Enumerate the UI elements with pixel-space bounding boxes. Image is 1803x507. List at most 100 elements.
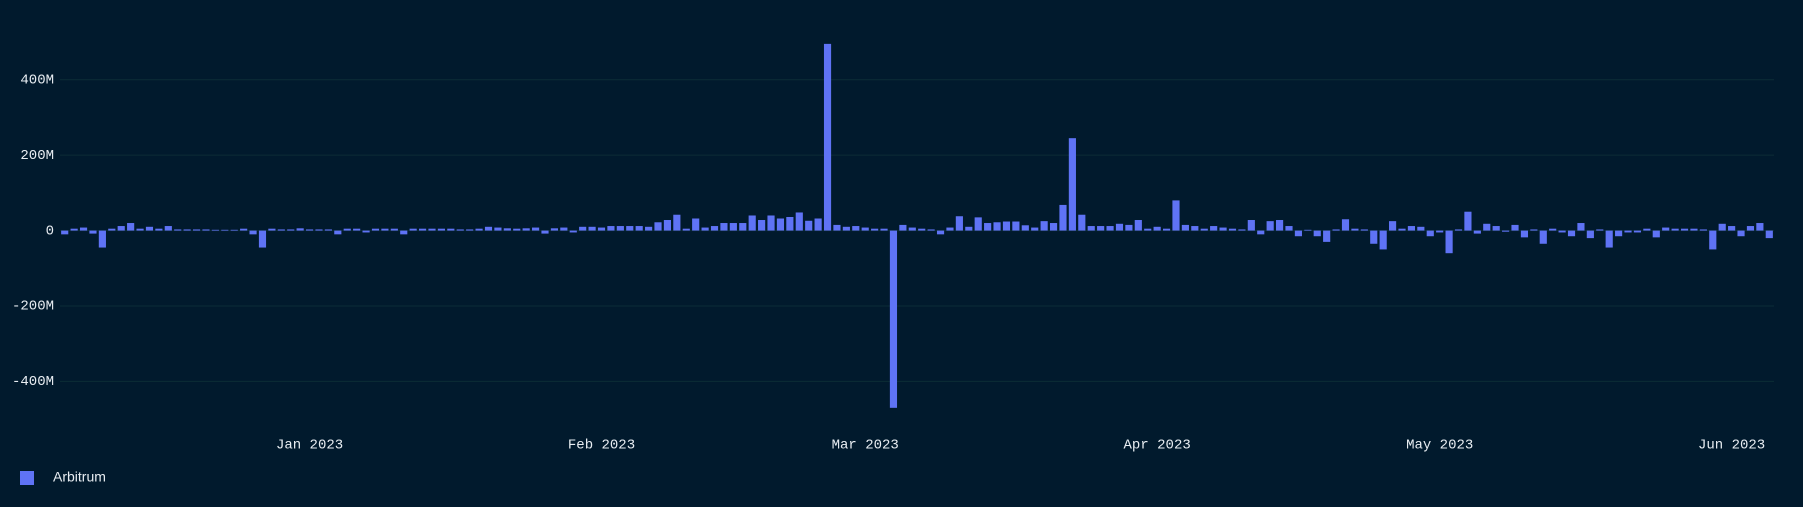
bar [211, 229, 219, 231]
bar [79, 227, 88, 231]
bar [984, 223, 992, 231]
bar [541, 230, 549, 234]
bar [202, 229, 210, 231]
bar [1266, 221, 1274, 231]
bar [1728, 226, 1736, 231]
bar [871, 228, 879, 231]
bar [1596, 229, 1604, 231]
bar [1530, 229, 1538, 231]
bar [305, 229, 314, 231]
bar [513, 228, 521, 231]
bar [1059, 204, 1067, 231]
bar [1040, 221, 1048, 231]
bar [230, 229, 238, 231]
x-tick-label: Jun 2023 [1698, 438, 1765, 454]
bar [1426, 230, 1434, 237]
bar [447, 228, 455, 231]
bar [136, 228, 144, 231]
bar [1690, 228, 1698, 231]
bar [1605, 230, 1613, 248]
bar [1012, 221, 1020, 231]
bar [814, 218, 822, 231]
bar [315, 229, 323, 231]
bar [1087, 226, 1095, 231]
bar [1144, 228, 1152, 231]
bar [503, 228, 511, 231]
bar [1436, 230, 1444, 233]
bar [484, 226, 493, 231]
bar [955, 216, 963, 231]
bar [795, 212, 803, 231]
bar [1520, 230, 1529, 238]
bar [645, 226, 653, 231]
bar [1765, 230, 1773, 239]
bar [739, 223, 747, 231]
bar [437, 228, 445, 231]
bar [353, 228, 361, 231]
bar [1473, 230, 1481, 234]
bar [786, 216, 794, 231]
x-tick-label: May 2023 [1406, 438, 1473, 454]
bar [1539, 230, 1547, 244]
bar [362, 230, 370, 233]
bar [258, 230, 267, 248]
bar [240, 228, 248, 231]
bar [1379, 230, 1387, 250]
bar [776, 218, 785, 231]
bar [1181, 224, 1189, 231]
bar [852, 226, 860, 231]
bar [287, 229, 295, 231]
bar [1247, 220, 1255, 231]
bar [494, 227, 502, 231]
bar [1021, 225, 1029, 231]
bar [918, 228, 926, 231]
bar [1492, 226, 1500, 231]
bar [1294, 230, 1302, 237]
bar [1398, 228, 1406, 231]
bar [880, 228, 888, 231]
bar [1643, 228, 1651, 231]
bar [1162, 228, 1171, 231]
bar [1125, 224, 1133, 231]
bar [1115, 223, 1124, 231]
bar [1106, 226, 1114, 231]
bar [1577, 223, 1585, 231]
bar [268, 228, 276, 231]
bar [456, 229, 464, 231]
bar [409, 228, 417, 231]
bar [842, 226, 850, 231]
bar [1558, 230, 1566, 233]
bar [805, 220, 813, 231]
bar [720, 223, 728, 231]
legend-label: Arbitrum [53, 469, 106, 485]
y-tick-label: -200M [12, 299, 54, 315]
bar [1671, 228, 1679, 231]
bar [1624, 230, 1632, 233]
bar [833, 224, 841, 231]
bar [758, 220, 766, 231]
bar [1718, 223, 1726, 231]
bar [249, 230, 257, 235]
bar [748, 215, 756, 231]
bar [1351, 228, 1359, 231]
bar [145, 226, 154, 231]
bar [710, 226, 719, 231]
legend-swatch [20, 471, 34, 485]
bar [61, 230, 69, 235]
bar [418, 228, 427, 231]
bar [183, 229, 191, 231]
bar [560, 227, 568, 231]
bar [823, 43, 832, 231]
bar [1238, 229, 1246, 231]
bar [221, 229, 229, 231]
bar [1389, 221, 1397, 231]
bar [296, 228, 304, 231]
bar [1210, 226, 1218, 231]
bar [1615, 230, 1623, 237]
bar [475, 228, 483, 231]
bar [1454, 229, 1463, 231]
bar [1407, 226, 1416, 231]
bar [192, 229, 201, 231]
bar [343, 228, 351, 231]
